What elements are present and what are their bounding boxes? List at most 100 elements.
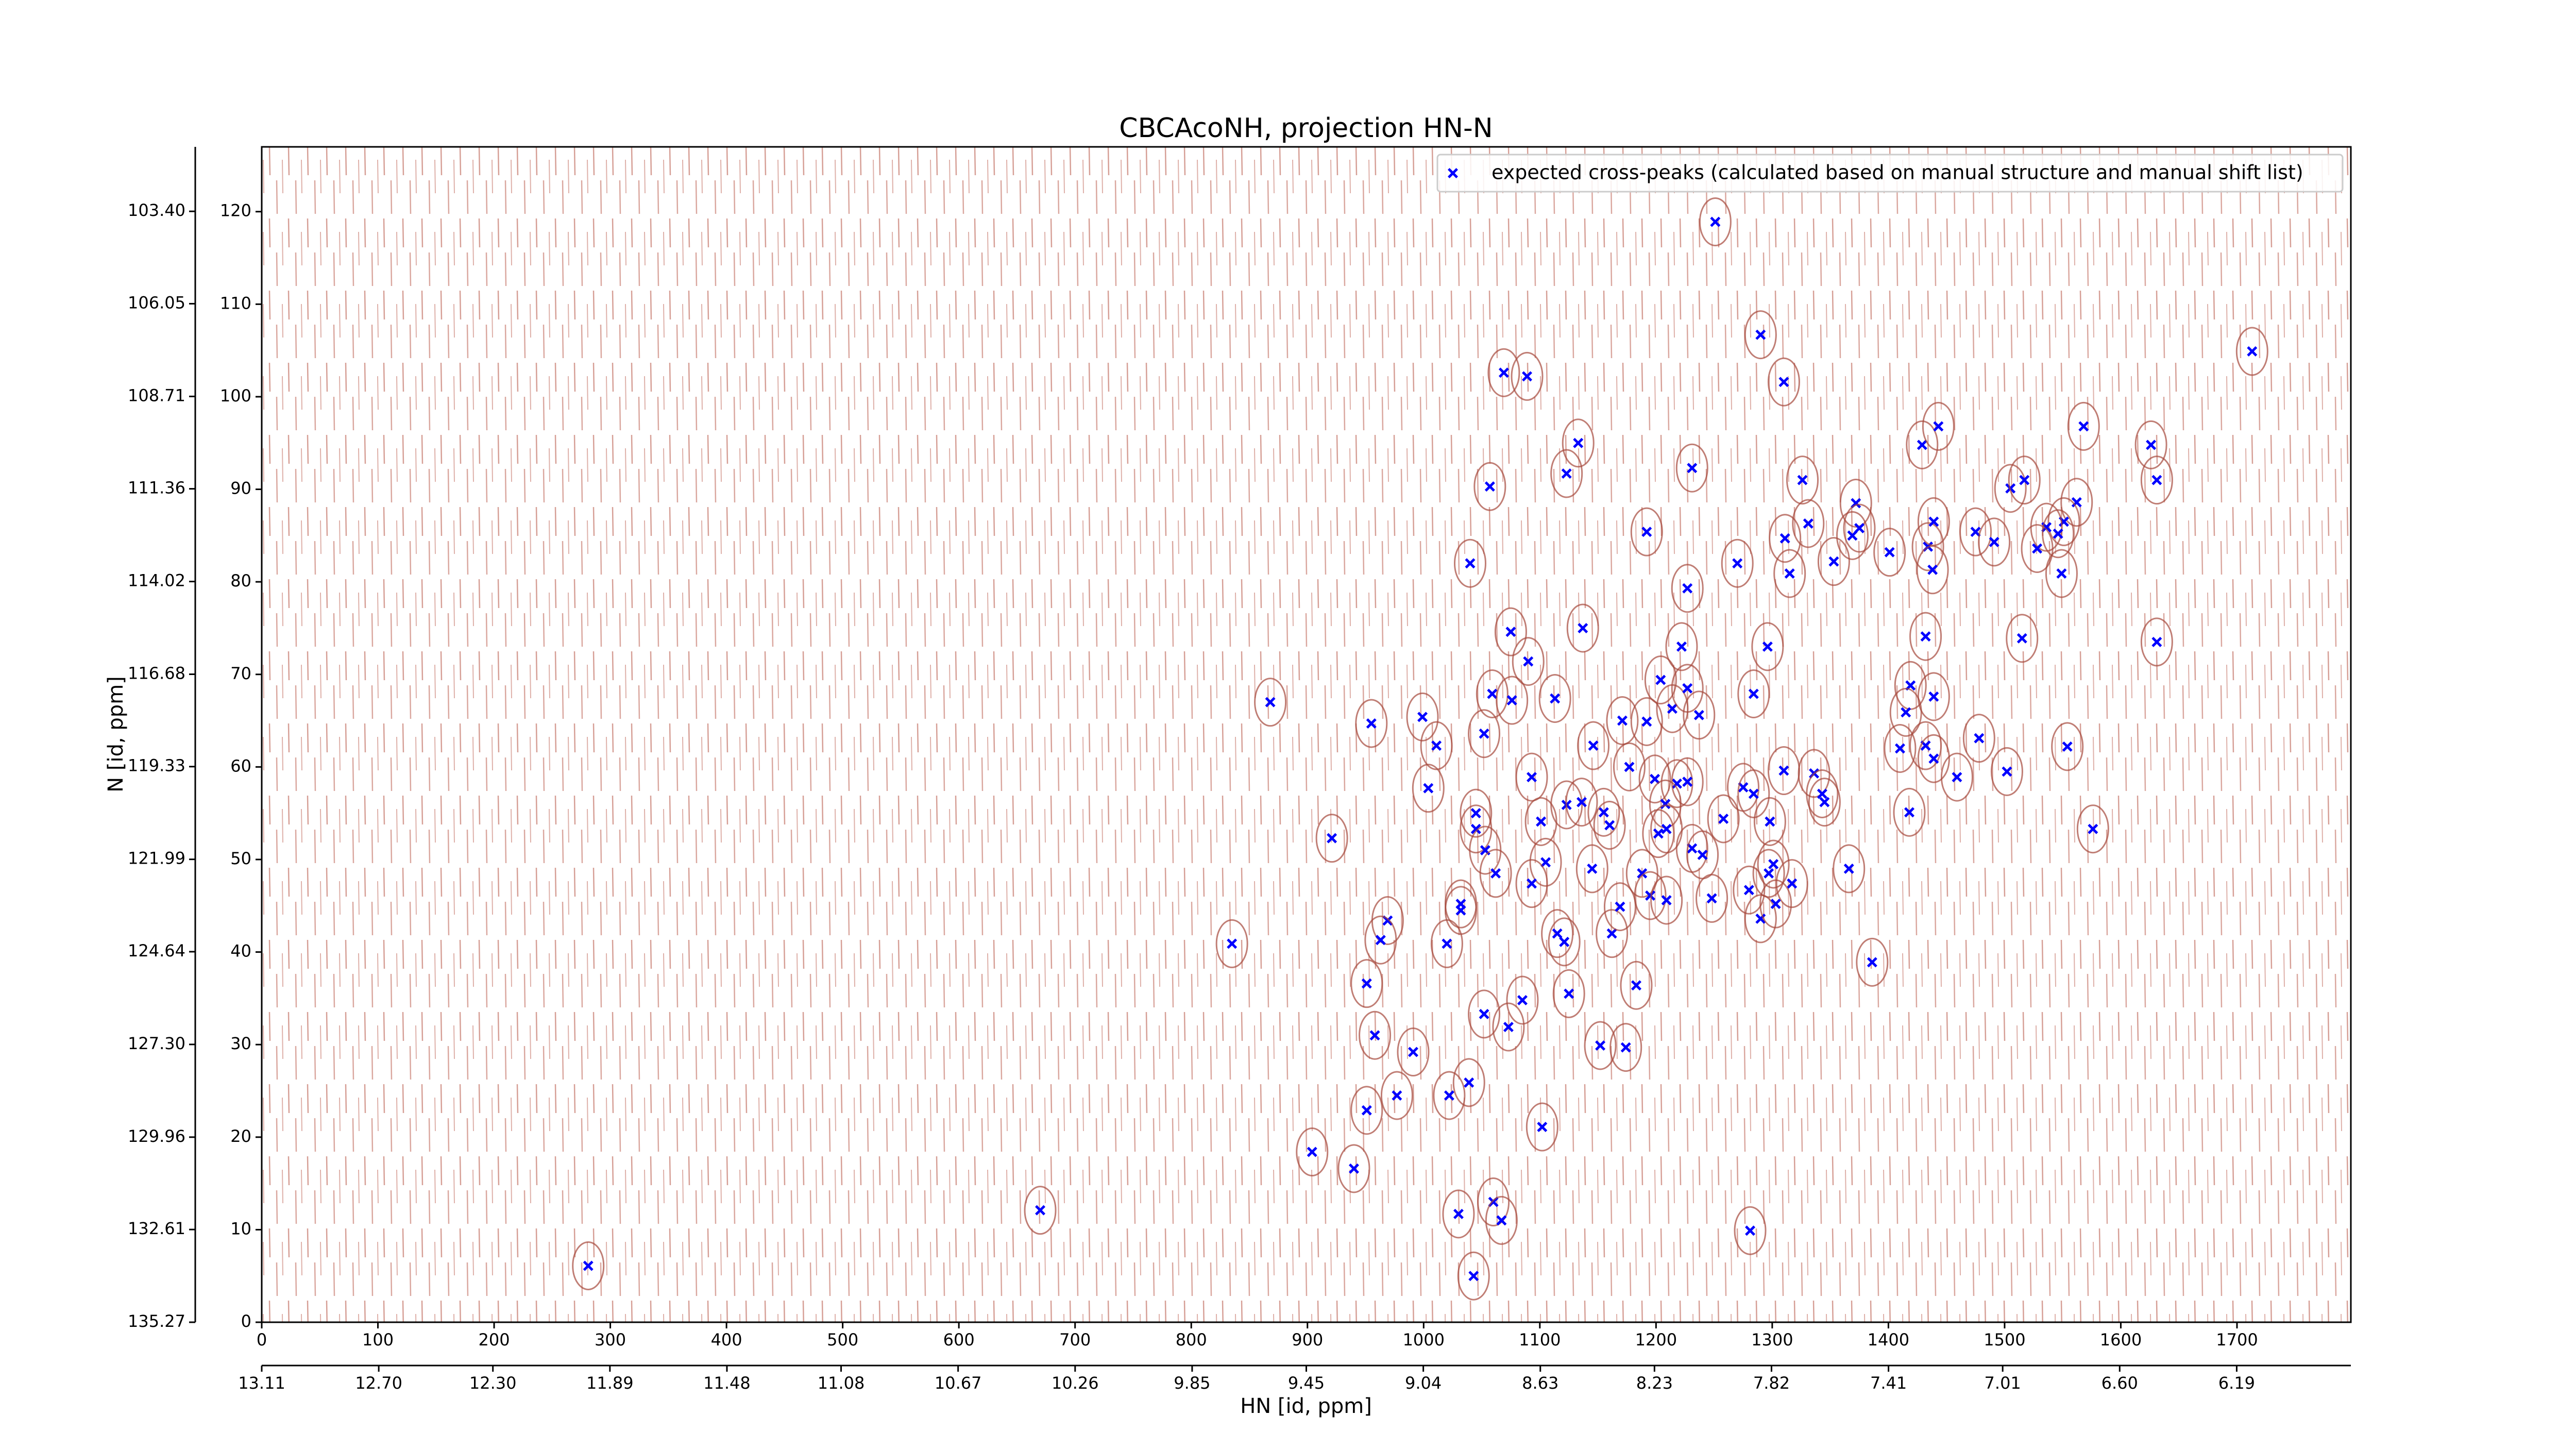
peak-contour (1737, 669, 1770, 718)
cross-peak-marker (1787, 878, 1798, 889)
x-tick-label: 1600 (2100, 1330, 2142, 1350)
peak-contour (1839, 478, 1872, 528)
x-tick-label: 1000 (1403, 1330, 1445, 1350)
x-tick-label: 1700 (2216, 1330, 2258, 1350)
x2-tick-label: 8.23 (1636, 1373, 1673, 1393)
x-tick-label: 400 (711, 1330, 742, 1350)
x2-tick-label: 9.04 (1405, 1373, 1442, 1393)
y-tick-label: 20 (230, 1126, 251, 1146)
peak-contour (1494, 607, 1527, 656)
x2-tick-label: 11.08 (818, 1373, 865, 1393)
y-tick-label: 90 (230, 479, 251, 498)
cross-peak-marker (1620, 1042, 1631, 1053)
peak-contour (1792, 499, 1825, 548)
cross-peak-marker (1645, 890, 1656, 901)
x-tick-label: 300 (595, 1330, 626, 1350)
peak-contour (1721, 538, 1754, 588)
peak-contour (1707, 794, 1740, 844)
cross-peak-marker (2146, 440, 2157, 450)
peak-contour (1620, 961, 1653, 1010)
y2-tick-label: 124.64 (128, 941, 185, 961)
y-tick-label: 70 (230, 664, 251, 683)
peak-contour (1412, 764, 1445, 813)
peak-contour (1526, 1102, 1558, 1152)
peak-contour (1916, 545, 1949, 595)
peak-contour (1359, 1010, 1392, 1060)
peak-contour (1596, 909, 1629, 958)
cross-peak-marker (1537, 1122, 1548, 1133)
peak-contour (1994, 464, 2027, 513)
peak-contour (1492, 1002, 1525, 1052)
y2-tick-label: 111.36 (128, 478, 185, 498)
cross-peak-marker (1755, 329, 1766, 340)
cross-peak-marker (1307, 1147, 1317, 1157)
peak-contour (1350, 1086, 1383, 1135)
peak-contour (1650, 804, 1683, 854)
peak-contour (1452, 1058, 1485, 1107)
cross-peak-marker (1479, 728, 1489, 739)
cross-peak-marker (1431, 740, 1442, 751)
peak-contour (1833, 844, 1866, 894)
cross-peak-marker (1748, 688, 1759, 699)
peak-contour (1457, 1251, 1490, 1301)
peak-contour (1786, 456, 1819, 505)
cross-peak-marker (1784, 568, 1795, 579)
peak-contour (1512, 637, 1545, 686)
peak-contour (1671, 564, 1704, 613)
cross-peak-marker (1738, 782, 1749, 793)
x-tick-label: 1100 (1519, 1330, 1561, 1350)
peak-contour (1990, 747, 2023, 796)
peak-contour (1962, 714, 1995, 763)
x-tick-label: 500 (827, 1330, 858, 1350)
cross-peak-marker (1265, 697, 1276, 707)
peak-contour (1315, 814, 1348, 863)
cross-peak-marker (1854, 523, 1865, 533)
x-tick-label: 600 (943, 1330, 975, 1350)
peak-contour (1406, 692, 1439, 742)
y2-tick-label: 116.68 (128, 663, 185, 683)
peak-contour (1587, 787, 1620, 837)
peak-contour (1254, 678, 1287, 727)
peak-contour (1917, 734, 1950, 783)
x-tick-label: 800 (1176, 1330, 1207, 1350)
peak-contour (1575, 844, 1608, 894)
x-tick-label: 1200 (1635, 1330, 1677, 1350)
peak-contour (1733, 865, 1766, 915)
cross-peak-marker (1617, 715, 1628, 726)
cross-peak-marker (1682, 583, 1693, 594)
cross-peak-marker (2062, 741, 2073, 752)
x-tick-label: 700 (1059, 1330, 1091, 1350)
cross-peak-marker (2016, 633, 2027, 644)
peak-contour (1511, 351, 1544, 401)
peak-contour (1460, 788, 1493, 838)
cross-peak-marker (1479, 1008, 1489, 1019)
cross-peak-marker (1470, 823, 1481, 834)
x-tick-label: 100 (362, 1330, 394, 1350)
x2-tick-label: 7.41 (1870, 1373, 1907, 1393)
x2-tick-label: 7.82 (1753, 1373, 1790, 1393)
cross-peak-marker (1867, 957, 1877, 968)
peak-contour (1296, 1127, 1329, 1177)
peak-contour (1683, 690, 1716, 740)
cross-peak-marker (1587, 863, 1598, 874)
peak-contour (1634, 871, 1667, 920)
cross-peak-marker (1762, 641, 1773, 652)
cross-peak-marker (1522, 371, 1533, 382)
x2-tick-label: 11.89 (586, 1373, 634, 1393)
cross-peak-marker (1817, 788, 1827, 799)
x2-tick-label: 6.19 (2218, 1373, 2255, 1393)
peak-contour (1889, 687, 1922, 737)
peak-contour (2006, 614, 2039, 663)
cross-peak-marker (1641, 716, 1652, 727)
peak-contour (1468, 989, 1501, 1039)
cross-peak-marker (1920, 631, 1931, 642)
x2-tick-label: 9.85 (1174, 1373, 1210, 1393)
peak-contour (2076, 804, 2109, 854)
peak-contour (1548, 917, 1581, 967)
plot-frame (261, 146, 2352, 1323)
y-tick-label: 0 (241, 1311, 251, 1331)
cross-peak-marker (1506, 695, 1517, 706)
peak-contour (1529, 837, 1562, 887)
